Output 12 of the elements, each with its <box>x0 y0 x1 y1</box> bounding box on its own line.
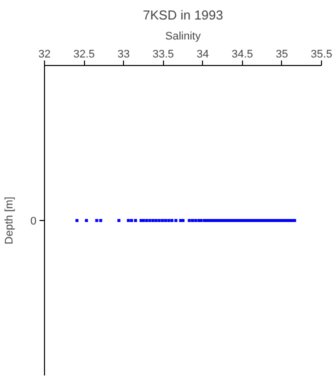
chart-title: 7KSD in 1993 <box>142 8 224 22</box>
y-axis-title: Depth [m] <box>3 196 16 244</box>
x-tick-label: 35 <box>276 48 288 60</box>
x-tick-label: 33 <box>118 48 130 60</box>
x-tick-label: 35.5 <box>310 48 332 60</box>
x-tick-label: 32.5 <box>73 48 95 60</box>
x-tick-label: 34 <box>196 48 209 60</box>
x-axis-title: Salinity <box>165 30 202 42</box>
y-tick-label: 0 <box>30 216 37 228</box>
x-tick-label: 33.5 <box>152 48 174 60</box>
x-tick-label: 32 <box>38 48 51 60</box>
x-tick-label: 34.5 <box>232 48 254 60</box>
